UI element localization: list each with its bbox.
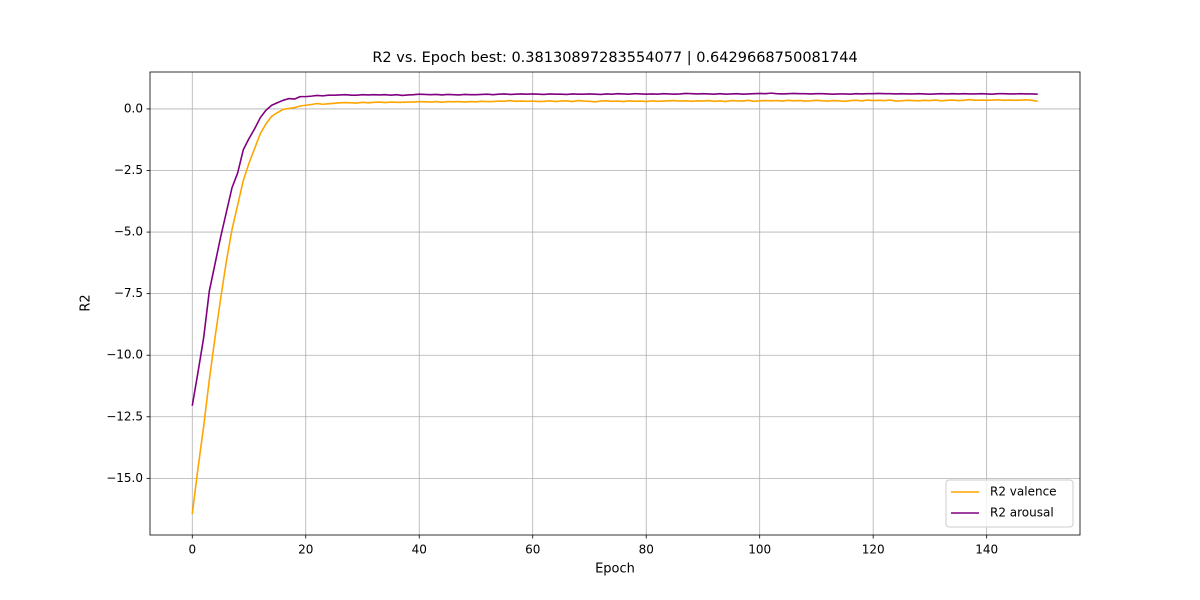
y-tick-label: −15.0	[106, 471, 143, 485]
x-tick-label: 20	[298, 543, 313, 557]
y-tick-label: 0.0	[124, 101, 143, 115]
x-tick-label: 0	[188, 543, 196, 557]
x-axis-label: Epoch	[595, 562, 635, 577]
x-tick-label: 60	[525, 543, 540, 557]
x-tick-label: 140	[975, 543, 998, 557]
x-tick-label: 40	[412, 543, 427, 557]
axes-frame	[149, 71, 1081, 536]
x-tick-label: 120	[862, 543, 885, 557]
legend-label: R2 arousal	[990, 506, 1054, 520]
y-tick-label: −7.5	[114, 286, 143, 300]
legend-label: R2 valence	[990, 485, 1057, 499]
chart-title: R2 vs. Epoch best: 0.38130897283554077 |…	[372, 50, 857, 66]
x-tick-label: 100	[748, 543, 771, 557]
y-tick-label: −12.5	[106, 409, 143, 423]
x-tick-label: 80	[639, 543, 654, 557]
line	[191, 92, 1038, 406]
y-tick-label: −10.0	[106, 348, 143, 362]
y-tick-label: −2.5	[114, 163, 143, 177]
y-tick-label: −5.0	[114, 225, 143, 239]
line	[191, 98, 1038, 515]
y-axis-label: R2	[79, 294, 94, 311]
